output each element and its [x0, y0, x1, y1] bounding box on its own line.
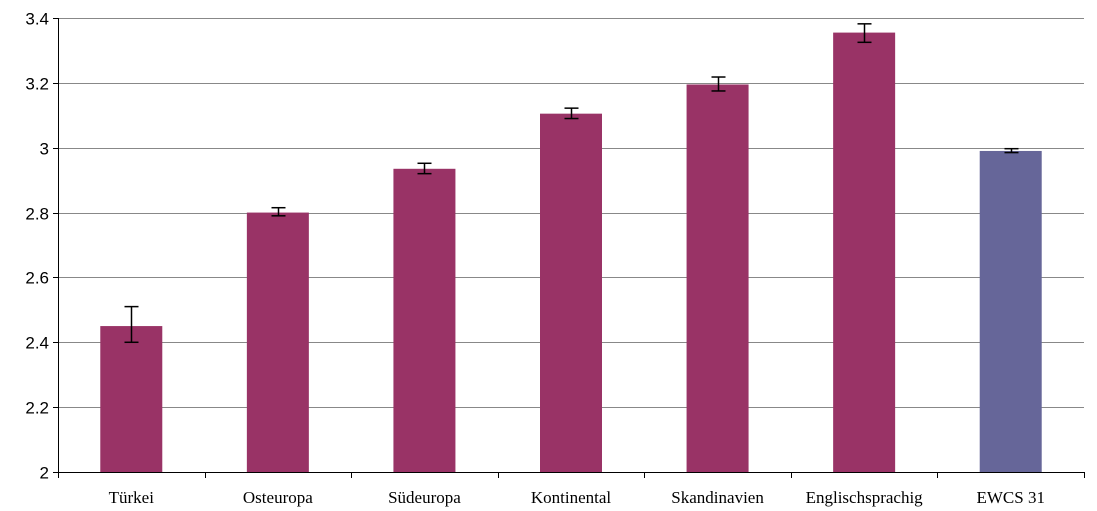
tick-labels: 2 2.2 2.4 2.6 2.8 3 3.2 3.4 Türkei Osteuropa Südeu…: [25, 10, 1045, 508]
y-tick-label: 2: [40, 464, 49, 483]
y-tick-label: 3.2: [25, 75, 49, 94]
y-tick-label: 2.6: [25, 269, 49, 288]
axes: [53, 18, 1085, 478]
bar-5: [833, 32, 896, 472]
x-tick-label: Südeuropa: [388, 488, 461, 507]
y-tick-label: 3: [40, 140, 49, 159]
bar-6: [979, 150, 1042, 472]
y-tick-label: 2.2: [25, 399, 49, 418]
bar-4: [686, 84, 749, 472]
y-tick-label: 3.4: [25, 10, 49, 29]
bar-0: [100, 326, 163, 472]
x-tick-label: Englischsprachig: [806, 488, 924, 507]
x-tick-label: EWCS 31: [976, 488, 1044, 507]
bar-2: [393, 168, 456, 473]
x-tick-label: Kontinental: [531, 488, 612, 507]
x-tick-label: Türkei: [109, 488, 155, 507]
bar-1: [246, 212, 309, 473]
bars: [100, 32, 1042, 473]
bar-3: [540, 113, 602, 473]
y-tick-label: 2.4: [25, 334, 49, 353]
y-tick-label: 2.8: [25, 205, 49, 224]
error-bars: [124, 23, 1019, 344]
x-tick-label: Osteuropa: [243, 488, 313, 507]
x-tick-label: Skandinavien: [671, 488, 764, 507]
